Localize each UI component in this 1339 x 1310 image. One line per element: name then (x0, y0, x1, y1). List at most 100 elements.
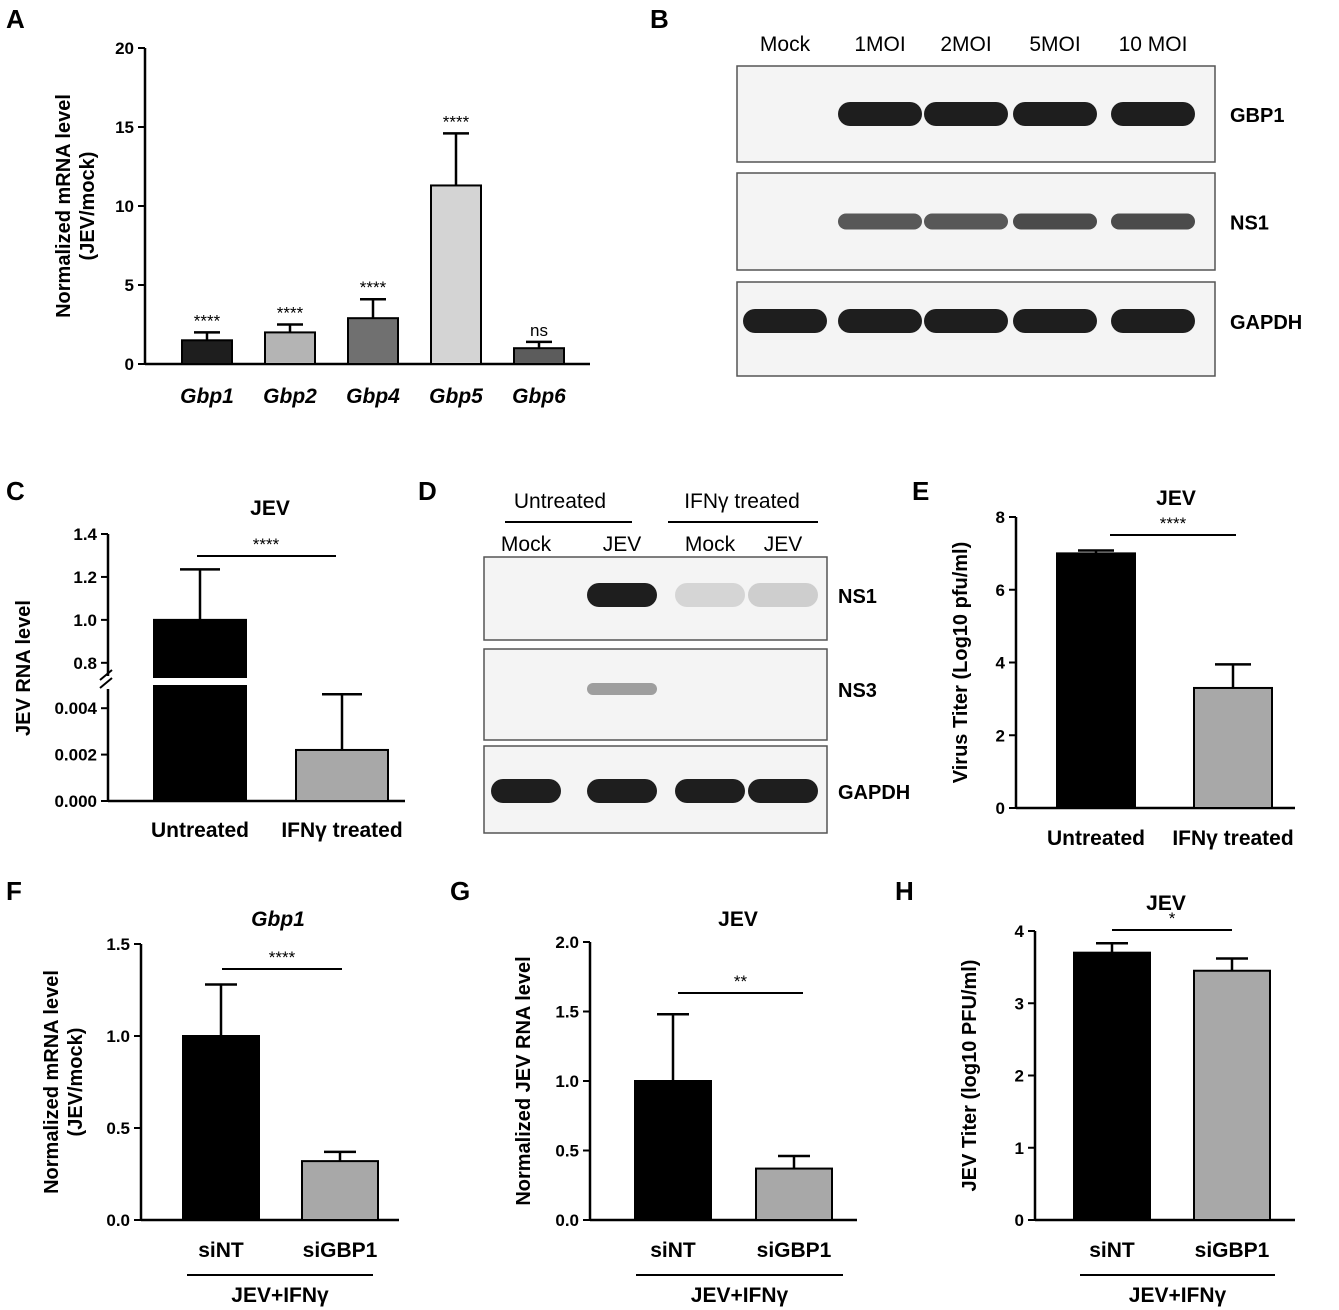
category-label-untreated: Untreated (151, 819, 249, 842)
chart-panel-a: 0 5 10 15 20 **** Gbp1 **** Gbp2 **** Gbp4 **** Gbp5… (53, 39, 590, 408)
band-gbp1 (1013, 102, 1097, 126)
bar-sigbp1 (301, 1160, 379, 1221)
chart-title: JEV (250, 497, 290, 520)
significance-label: **** (360, 278, 387, 297)
category-label-gbp5: Gbp5 (429, 385, 483, 408)
y-tick-label: 1.5 (106, 935, 130, 954)
bar-untreated (153, 618, 247, 802)
y-tick-label: 0 (125, 355, 134, 374)
band-gbp1 (924, 102, 1008, 126)
lane-label-mock: Mock (501, 533, 552, 556)
y-axis-label: Normalized JEV RNA level (513, 956, 535, 1205)
panel-label-g: G (450, 876, 470, 906)
y-tick-label: 0.004 (54, 699, 97, 718)
bar-gbp6 (513, 347, 565, 366)
chart-panel-h: 0 1 2 3 4 siNT siGBP1 JEV* JEV+IFNγ JEV Titer (lo… (959, 892, 1295, 1307)
y-axis-label: JEV RNA level (13, 600, 35, 736)
bar-gbp2 (264, 331, 316, 365)
row-label-gbp1: GBP1 (1230, 105, 1284, 127)
category-label-sigbp1: siGBP1 (757, 1239, 832, 1262)
bar-sigbp1 (1193, 969, 1271, 1221)
bar-sint (634, 1080, 712, 1221)
y-tick-label: 0 (996, 799, 1005, 818)
band-gbp1 (838, 102, 922, 126)
panel-label-h: H (895, 876, 914, 906)
significance-label: **** (194, 311, 221, 330)
comparison-label: **** (269, 948, 296, 967)
band-ns3 (587, 683, 657, 695)
bar-untreated (1056, 552, 1136, 809)
y-tick-label: 6 (996, 581, 1005, 600)
category-label-gbp2: Gbp2 (263, 385, 317, 408)
category-label-untreated: Untreated (1047, 827, 1145, 850)
significance-label: ns (530, 321, 548, 340)
bar-sint (1073, 951, 1151, 1221)
y-tick-label: 4 (1015, 922, 1025, 941)
y-axis-label: JEV Titer (log10 PFU/ml) (959, 960, 981, 1192)
y-axis-label: Virus Titer (Log10 pfu/ml) (950, 542, 972, 784)
bar-ifn-treated (1193, 686, 1273, 810)
band-gapdh (924, 309, 1008, 333)
band-gbp1 (1111, 102, 1195, 126)
blot-panel-d: Untreated IFNγ treated Mock JEV Mock JEV NS1 NS… (483, 490, 910, 834)
row-label-ns1: NS1 (1230, 213, 1269, 235)
category-label-sint: siNT (1089, 1239, 1135, 1262)
band-gapdh (1111, 309, 1195, 333)
chart-panel-g: 0.0 0.5 1.0 1.5 2.0 siNT siGBP1 JEV ** JEV+IFNγ No… (513, 908, 857, 1307)
lane-label-1moi: 1MOI (854, 33, 905, 56)
y-tick-label: 20 (115, 39, 134, 58)
y-tick-label: 0.0 (555, 1211, 579, 1230)
chart-title: JEV (1146, 892, 1186, 915)
blot-panel-b: Mock 1MOI 2MOI 5MOI 10 MOI GBP1 NS1 GAPDH (736, 33, 1302, 377)
y-tick-label: 2 (1015, 1067, 1024, 1086)
band-ns1 (924, 213, 1008, 230)
category-label-gbp4: Gbp4 (346, 385, 400, 408)
y-tick-label: 5 (125, 276, 134, 295)
band-gapdh (491, 779, 561, 803)
y-tick-label: 4 (996, 654, 1006, 673)
band-gapdh (675, 779, 745, 803)
row-label-gapdh: GAPDH (838, 782, 910, 804)
group-label: JEV+IFNγ (1129, 1284, 1227, 1307)
axis-break-mark (99, 669, 113, 681)
panel-label-c: C (6, 476, 25, 506)
y-tick-label: 0.0 (106, 1211, 130, 1230)
band-ns1 (675, 583, 745, 607)
category-label-sigbp1: siGBP1 (303, 1239, 378, 1262)
category-label-gbp1: Gbp1 (180, 385, 234, 408)
y-tick-label: 0 (1015, 1211, 1024, 1230)
category-label-ifn-treated: IFNγ treated (281, 819, 402, 842)
bar-ifn-treated (295, 748, 389, 803)
band-ns1 (1111, 213, 1195, 230)
band-ns1 (838, 213, 922, 230)
category-label-sigbp1: siGBP1 (1195, 1239, 1270, 1262)
row-label-ns1: NS1 (838, 586, 877, 608)
chart-panel-c: 0.000 0.002 0.004 0.8 1.0 1.2 1.4 Untreated IFNγ… (13, 497, 405, 842)
panel-label-d: D (418, 476, 437, 506)
significance-label: **** (277, 304, 304, 323)
lane-label-10-moi: 10 MOI (1119, 33, 1188, 56)
bar-gbp5 (430, 184, 482, 365)
panel-label-f: F (6, 876, 22, 906)
comparison-label: ** (734, 972, 748, 991)
y-tick-label: 0.5 (106, 1119, 130, 1138)
band-ns1 (587, 583, 657, 607)
y-tick-label: 0.002 (54, 746, 97, 765)
y-tick-label: 1.0 (73, 611, 97, 630)
lane-label-mock: Mock (760, 33, 811, 56)
y-tick-label: 2.0 (555, 933, 579, 952)
panel-label-e: E (912, 476, 929, 506)
comparison-label: * (1169, 909, 1176, 928)
lane-label-5moi: 5MOI (1029, 33, 1080, 56)
panel-label-a: A (6, 4, 25, 34)
y-tick-label: 1.4 (73, 525, 97, 544)
band-gapdh (838, 309, 922, 333)
band-ns1 (1013, 213, 1097, 230)
y-tick-label: 2 (996, 726, 1005, 745)
blot-membrane (483, 648, 828, 741)
group-label-untreated: Untreated (514, 490, 606, 513)
lane-label-jev: JEV (764, 533, 803, 556)
bar-gbp4 (347, 317, 399, 365)
bar-break-gap (152, 678, 248, 685)
